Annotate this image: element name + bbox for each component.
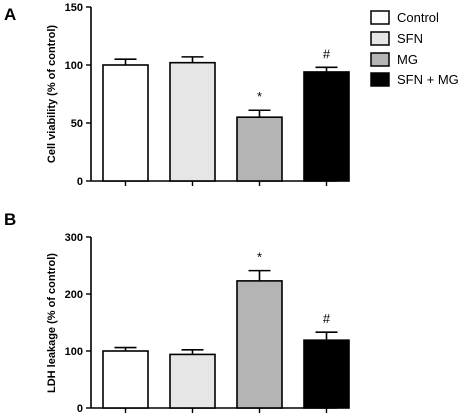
- y-tick-label-b: 100: [65, 346, 83, 358]
- panel-label-b: B: [4, 210, 16, 229]
- y-axis-title-a: Cell viability (% of control): [46, 25, 58, 163]
- legend-swatch-mg: [370, 52, 390, 67]
- y-tick-label-b: 200: [65, 289, 83, 301]
- annotation-a: #: [323, 46, 331, 61]
- bar-b: [236, 280, 283, 409]
- y-tick-label-b: 300: [65, 232, 83, 244]
- legend-swatch-sfn-mg: [370, 72, 390, 87]
- legend-swatch-sfn: [370, 31, 390, 46]
- bar-a: [236, 116, 283, 182]
- legend-label-mg: MG: [397, 52, 418, 67]
- annotation-b: *: [257, 250, 262, 265]
- bar-b: [169, 353, 216, 409]
- y-tick-label-a: 50: [71, 118, 83, 130]
- bar-a: [102, 64, 149, 182]
- legend-label-sfn-mg: SFN + MG: [397, 72, 459, 87]
- chart-b: 0 100 200 300 LDH leakage (% of control) * #: [46, 232, 350, 415]
- annotation-b: #: [323, 311, 331, 326]
- y-axis-title-b: LDH leakage (% of control): [46, 253, 58, 393]
- chart-a: 0 50 100 150 Cell viability (% of control) * #: [46, 2, 350, 188]
- legend: Control SFN MG SFN + MG: [370, 10, 459, 87]
- legend-swatch-control: [370, 10, 390, 25]
- bar-b: [102, 350, 149, 409]
- y-tick-label-a: 150: [65, 2, 83, 14]
- y-tick-label-a: 100: [65, 60, 83, 72]
- panel-label-a: A: [4, 5, 16, 24]
- bar-b: [303, 339, 350, 409]
- bar-a: [303, 71, 350, 182]
- legend-label-control: Control: [397, 10, 439, 25]
- annotation-a: *: [257, 89, 262, 104]
- legend-label-sfn: SFN: [397, 31, 423, 46]
- y-tick-label-a: 0: [77, 176, 83, 188]
- bar-a: [169, 61, 216, 182]
- y-tick-label-b: 0: [77, 403, 83, 415]
